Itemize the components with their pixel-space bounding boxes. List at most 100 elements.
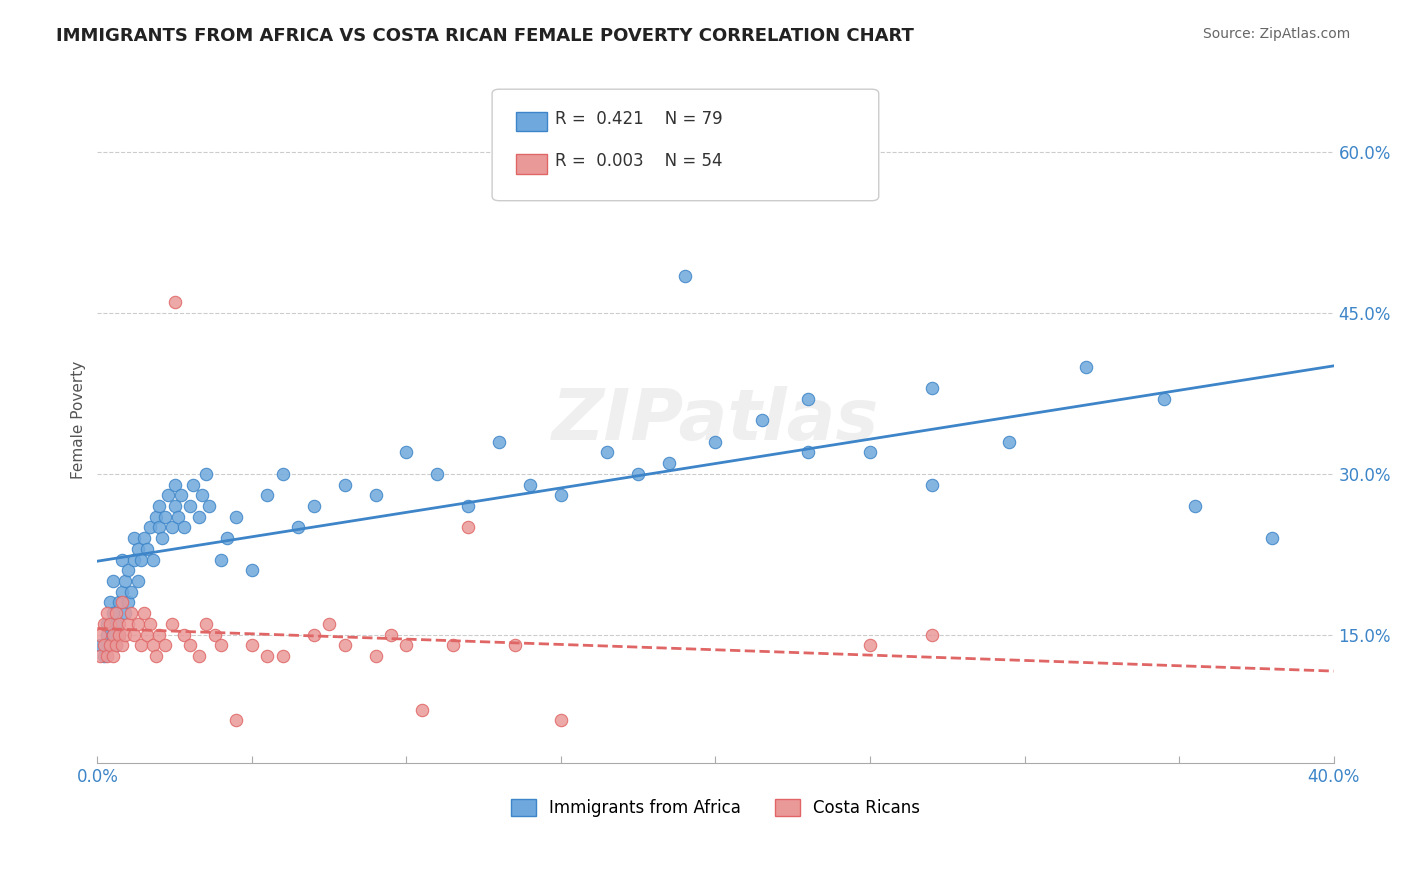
Point bbox=[271, 648, 294, 663]
Point bbox=[1076, 359, 1098, 374]
Text: R =  0.003    N = 54: R = 0.003 N = 54 bbox=[555, 153, 723, 170]
Point bbox=[488, 434, 510, 449]
Text: R =  0.421    N = 79: R = 0.421 N = 79 bbox=[555, 110, 723, 128]
Point bbox=[179, 499, 201, 513]
Point bbox=[188, 648, 211, 663]
Point bbox=[101, 648, 124, 663]
Point bbox=[101, 606, 124, 620]
Point bbox=[921, 627, 943, 641]
Point bbox=[194, 467, 217, 481]
Point bbox=[155, 509, 177, 524]
Point bbox=[129, 638, 152, 652]
Point bbox=[93, 648, 115, 663]
Point bbox=[132, 531, 155, 545]
Point bbox=[104, 638, 127, 652]
Point bbox=[150, 531, 173, 545]
Point bbox=[135, 627, 157, 641]
Point bbox=[160, 520, 183, 534]
Point bbox=[197, 499, 219, 513]
Point bbox=[333, 477, 356, 491]
Point bbox=[217, 531, 239, 545]
Point bbox=[658, 456, 681, 470]
Point bbox=[364, 488, 387, 502]
Point bbox=[457, 520, 479, 534]
Point bbox=[135, 541, 157, 556]
Point bbox=[96, 616, 118, 631]
Point bbox=[101, 627, 124, 641]
Point bbox=[139, 616, 162, 631]
Point bbox=[1153, 392, 1175, 406]
Point bbox=[921, 381, 943, 395]
Point bbox=[89, 648, 111, 663]
Point bbox=[114, 574, 136, 588]
Point bbox=[108, 595, 131, 609]
Point bbox=[139, 520, 162, 534]
Point bbox=[209, 638, 232, 652]
Point bbox=[114, 627, 136, 641]
Point bbox=[364, 648, 387, 663]
Point bbox=[104, 616, 127, 631]
Text: Source: ZipAtlas.com: Source: ZipAtlas.com bbox=[1202, 27, 1350, 41]
Point bbox=[142, 552, 165, 566]
Point bbox=[120, 584, 142, 599]
Point bbox=[550, 488, 572, 502]
Point bbox=[132, 606, 155, 620]
Point bbox=[127, 616, 149, 631]
Point bbox=[124, 627, 146, 641]
Point bbox=[163, 295, 186, 310]
Point bbox=[921, 477, 943, 491]
Point bbox=[127, 541, 149, 556]
Point bbox=[1261, 531, 1284, 545]
Point bbox=[797, 445, 820, 459]
Point bbox=[704, 434, 727, 449]
Point bbox=[209, 552, 232, 566]
Point bbox=[157, 488, 180, 502]
Point bbox=[120, 606, 142, 620]
Point bbox=[124, 552, 146, 566]
Point bbox=[98, 638, 121, 652]
Point bbox=[101, 574, 124, 588]
Point bbox=[179, 638, 201, 652]
Point bbox=[111, 638, 134, 652]
Point bbox=[111, 595, 134, 609]
Point bbox=[108, 627, 131, 641]
Point bbox=[108, 627, 131, 641]
Point bbox=[596, 445, 619, 459]
Point bbox=[124, 531, 146, 545]
Point bbox=[170, 488, 193, 502]
Point bbox=[96, 606, 118, 620]
Point bbox=[256, 648, 278, 663]
Point bbox=[117, 616, 139, 631]
Point bbox=[155, 638, 177, 652]
Point bbox=[797, 392, 820, 406]
Point bbox=[287, 520, 309, 534]
Point bbox=[104, 606, 127, 620]
Point bbox=[426, 467, 449, 481]
Point bbox=[145, 509, 167, 524]
Point bbox=[191, 488, 214, 502]
Point bbox=[129, 552, 152, 566]
Point bbox=[673, 268, 696, 283]
Point bbox=[194, 616, 217, 631]
Point bbox=[1184, 499, 1206, 513]
Point bbox=[188, 509, 211, 524]
Point bbox=[318, 616, 340, 631]
Point bbox=[240, 638, 263, 652]
Point bbox=[627, 467, 650, 481]
Point bbox=[519, 477, 541, 491]
Point bbox=[111, 584, 134, 599]
Point bbox=[114, 606, 136, 620]
Point bbox=[302, 499, 325, 513]
Point bbox=[225, 713, 247, 727]
Text: ZIPatlas: ZIPatlas bbox=[551, 385, 879, 455]
Point bbox=[145, 648, 167, 663]
Point bbox=[550, 713, 572, 727]
Point bbox=[380, 627, 402, 641]
Point bbox=[173, 520, 195, 534]
Point bbox=[93, 638, 115, 652]
Point bbox=[225, 509, 247, 524]
Point bbox=[240, 563, 263, 577]
Point bbox=[457, 499, 479, 513]
Point bbox=[163, 499, 186, 513]
Point bbox=[142, 638, 165, 652]
